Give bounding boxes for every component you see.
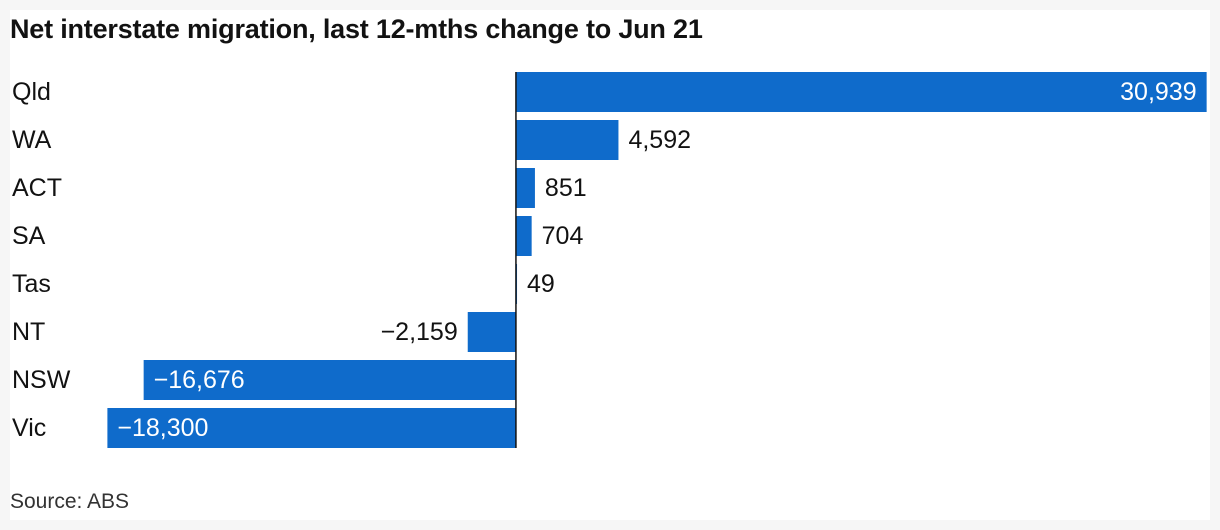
bar-vic (107, 408, 516, 448)
category-label-nt: NT (12, 318, 45, 346)
bar-wa (515, 120, 619, 160)
bar-sa (515, 216, 532, 256)
data-label-qld: 30,939 (1120, 78, 1196, 106)
data-label-sa: 704 (542, 222, 584, 250)
category-label-qld: Qld (12, 78, 51, 106)
category-label-act: ACT (12, 174, 62, 202)
data-label-act: 851 (545, 174, 587, 202)
bar-qld (515, 72, 1207, 112)
category-label-nsw: NSW (12, 366, 71, 394)
chart-title: Net interstate migration, last 12-mths c… (10, 14, 703, 44)
data-label-nt: −2,159 (381, 318, 458, 346)
data-label-vic: −18,300 (117, 414, 208, 442)
bar-act (515, 168, 535, 208)
bar-nsw (143, 360, 516, 400)
bar-nt (467, 312, 516, 352)
data-label-tas: 49 (527, 270, 555, 298)
category-label-wa: WA (12, 126, 52, 154)
category-label-vic: Vic (12, 414, 46, 442)
data-label-nsw: −16,676 (154, 366, 245, 394)
chart-source: Source: ABS (10, 490, 130, 513)
data-label-wa: 4,592 (628, 126, 691, 154)
category-label-tas: Tas (12, 270, 51, 298)
category-label-sa: SA (12, 222, 46, 250)
